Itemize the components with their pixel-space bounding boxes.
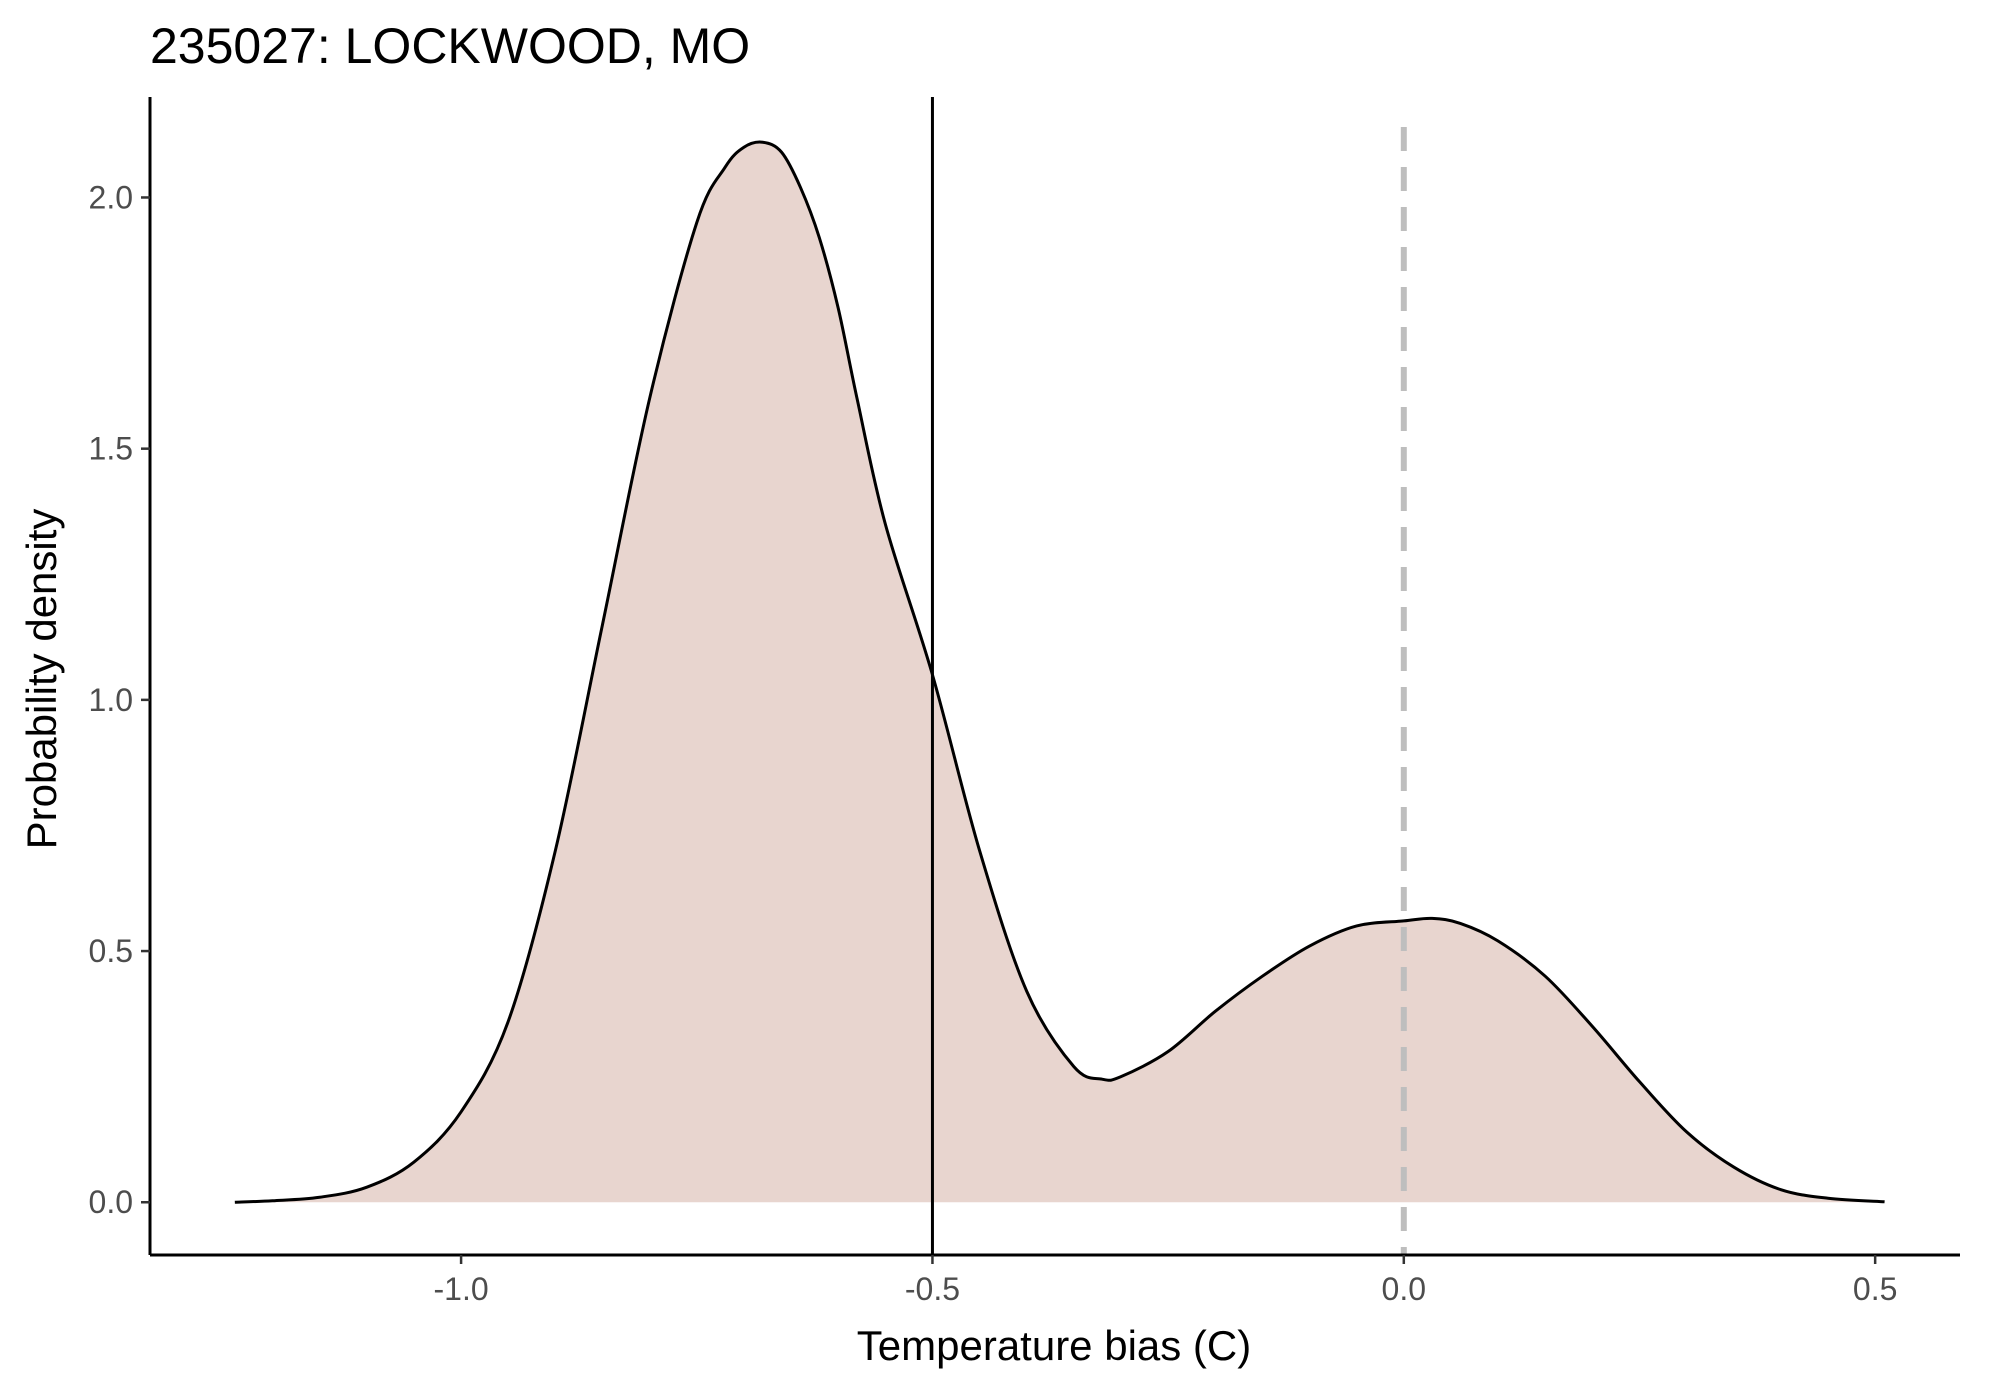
x-tick-label: 0.5 [1853,1271,1897,1307]
y-tick-label: 1.0 [89,682,133,718]
y-tick-label: 0.0 [89,1184,133,1220]
y-tick-label: 0.5 [89,933,133,969]
y-tick-label: 2.0 [89,179,133,215]
x-tick-label: 0.0 [1382,1271,1426,1307]
density-area [234,142,1885,1203]
y-tick-label: 1.5 [89,431,133,467]
x-tick-label: -0.5 [905,1271,960,1307]
y-axis-title: Probability density [18,509,65,850]
x-tick-label: -1.0 [434,1271,489,1307]
axes: 0.0 0.5 1.0 1.5 2.0 -1.0 -0.5 0.0 0.5 [89,97,1960,1307]
chart-title: 235027: LOCKWOOD, MO [150,18,750,74]
plot-area [234,97,1885,1255]
density-line [234,140,1885,1204]
x-axis-title: Temperature bias (C) [857,1322,1251,1369]
